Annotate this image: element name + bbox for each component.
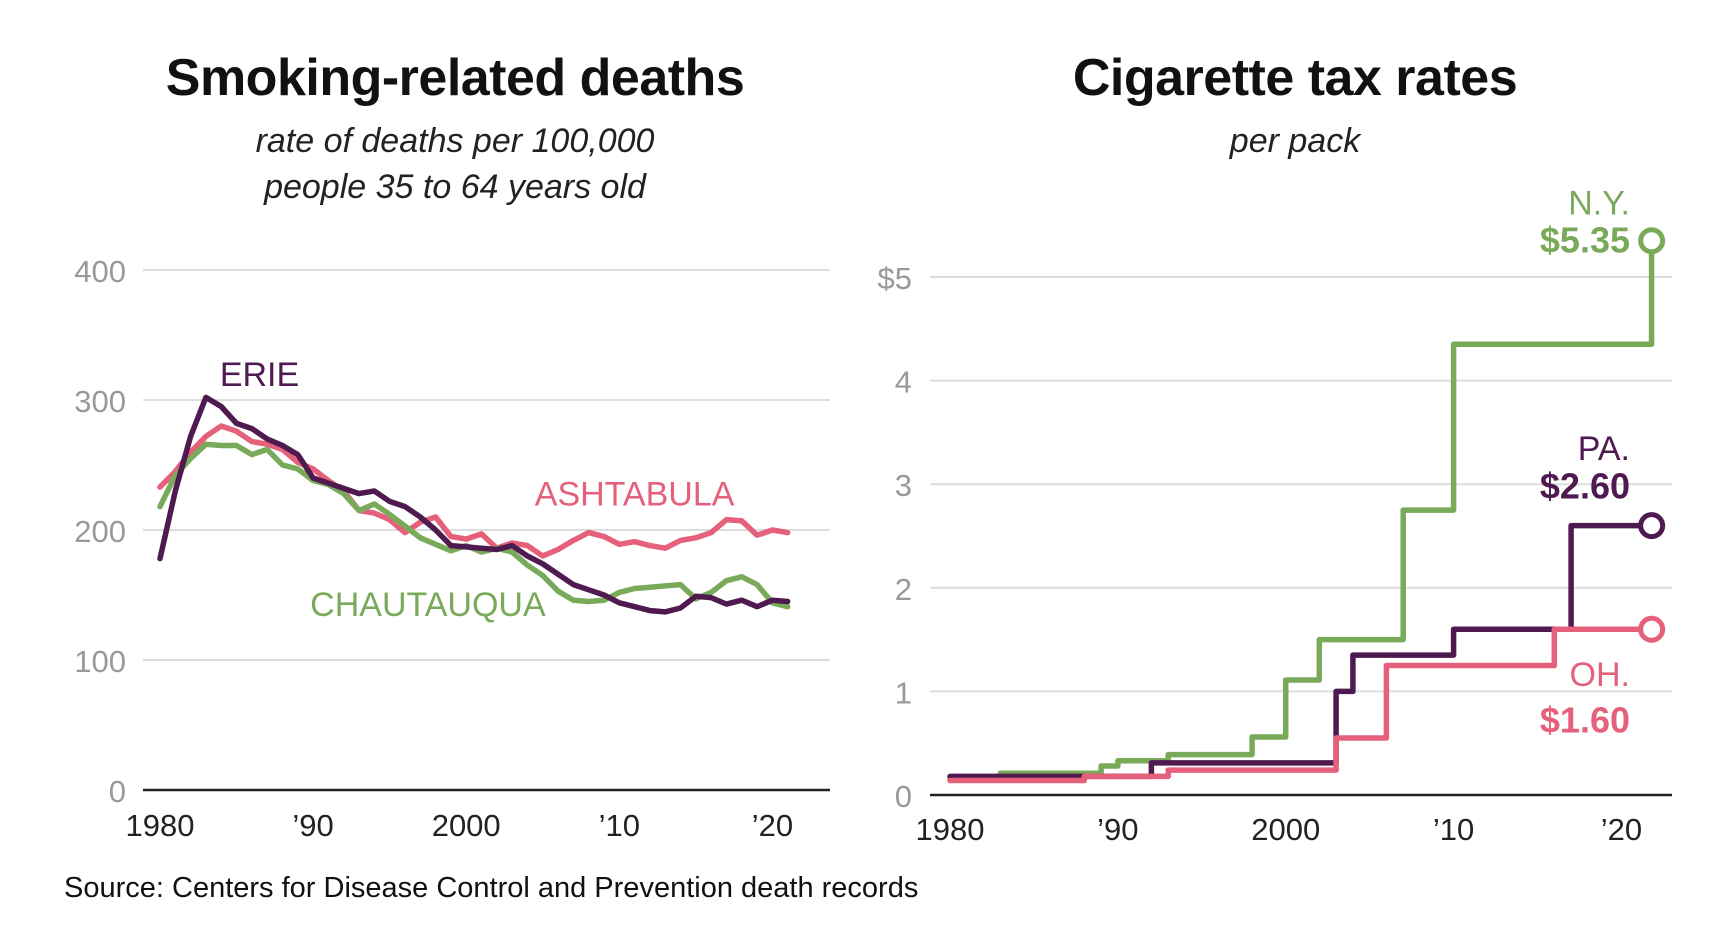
right-chart-title: Cigarette tax rates: [1072, 49, 1518, 107]
x-tick-label: ’20: [752, 808, 793, 843]
x-tick-label: 2000: [1251, 812, 1320, 847]
series-label-ny: N.Y.: [1568, 184, 1630, 222]
source-note: Source: Centers for Disease Control and …: [64, 872, 919, 904]
cigarette-tax-chart: 0 1 2 3 4 $5 1980 ’90 2000 ’10 ’20 N.Y.$5.35 PA.$2.6…: [878, 184, 1672, 847]
y-tick-label: 4: [895, 365, 912, 400]
left-subtitle-line-2: people 35 to 64 years old: [264, 168, 646, 206]
left-chart-subtitle: rate of deaths per 100,000 people 35 to …: [60, 118, 850, 210]
left-chart-title: Smoking-related deaths: [165, 49, 745, 107]
series-line-erie: [157, 394, 791, 615]
series-value-label-ny: $5.35: [1540, 220, 1630, 261]
y-tick-label: 0: [109, 774, 126, 809]
y-tick-label: 100: [74, 644, 126, 679]
x-tick-label: 1980: [916, 812, 985, 847]
y-tick-label: 1: [895, 675, 912, 710]
y-tick-label: 300: [74, 384, 126, 419]
y-tick-label: 2: [895, 572, 912, 607]
series-label-pa: PA.: [1578, 430, 1630, 468]
y-tick-label: 0: [895, 779, 912, 814]
y-tick-label: $5: [878, 261, 912, 296]
x-tick-label: ’90: [292, 808, 333, 843]
series-line-oh: [947, 626, 1655, 784]
y-tick-label: 200: [74, 514, 126, 549]
x-tick-label: 2000: [432, 808, 501, 843]
series-label-ashtabula: ASHTABULA: [535, 476, 735, 514]
series-line-ny: [947, 237, 1655, 783]
series-value-label-pa: $2.60: [1540, 465, 1630, 506]
x-tick-label: ’10: [1433, 812, 1474, 847]
x-tick-label: ’20: [1601, 812, 1642, 847]
y-tick-label: 3: [895, 468, 912, 503]
series-label-oh: OH.: [1570, 656, 1630, 694]
x-tick-label: ’10: [599, 808, 640, 843]
series-line-chautauqua: [157, 441, 791, 610]
left-subtitle-line-1: rate of deaths per 100,000: [255, 122, 655, 160]
series-end-point-pa: [1638, 512, 1666, 540]
series-value-label-oh: $1.60: [1540, 699, 1630, 740]
series-label-erie: ERIE: [220, 356, 299, 394]
series-line-ashtabula: [157, 423, 791, 559]
series-end-point-oh: [1638, 615, 1666, 643]
x-tick-label: ’90: [1097, 812, 1138, 847]
series-end-point-ny: [1638, 227, 1666, 255]
right-chart-subtitle: per pack: [1229, 122, 1361, 160]
series-label-chautauqua: CHAUTAUQUA: [310, 586, 546, 624]
smoking-deaths-chart: 0 100 200 300 400 1980 ’90 2000 ’10 ’20 ASHTABULA C…: [74, 254, 830, 843]
y-tick-label: 400: [74, 254, 126, 289]
x-tick-label: 1980: [126, 808, 195, 843]
